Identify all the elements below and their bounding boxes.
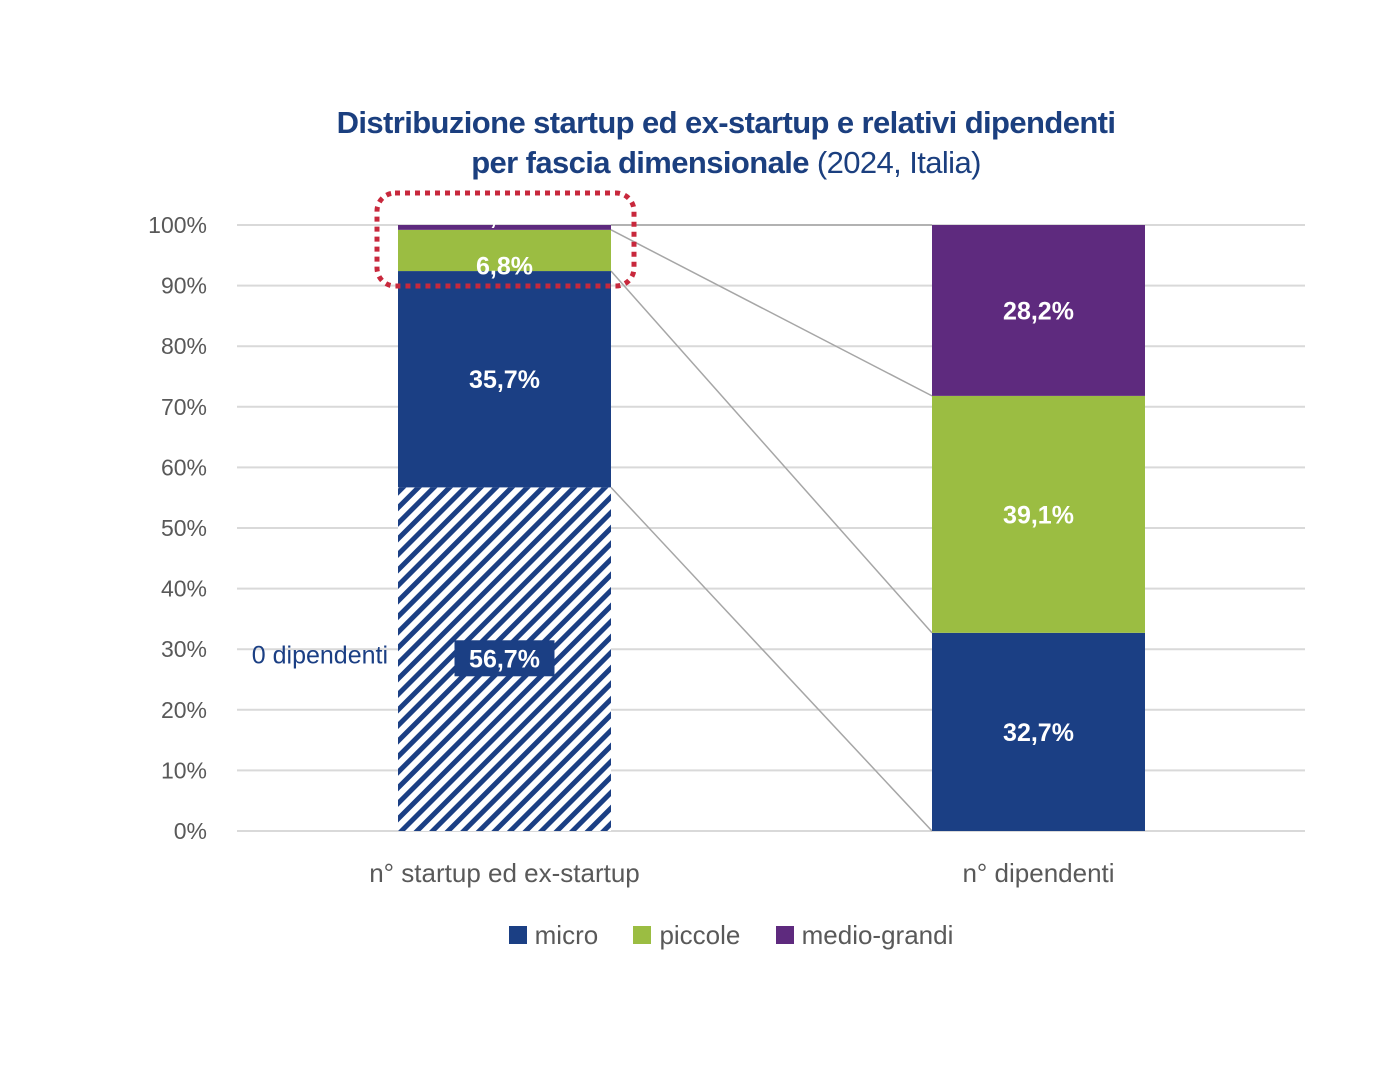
y-tick-label: 20%	[161, 697, 207, 723]
y-tick-label: 100%	[148, 212, 207, 238]
legend-item-medio-grandi[interactable]: medio-grandi	[775, 920, 954, 951]
data-labels: 56,7% 35,7% 32,7% 6,8% 39,1% 0,8% 28,2%	[454, 202, 1074, 747]
y-tick-label: 80%	[161, 333, 207, 359]
x-axis: n° startup ed ex-startup n° dipendenti	[369, 858, 1114, 888]
y-tick-label: 40%	[161, 576, 207, 602]
legend-label: micro	[534, 920, 599, 950]
data-label-zero: 56,7%	[469, 645, 540, 673]
connector-line	[610, 229, 933, 397]
data-label-medio: 0,8%	[476, 202, 533, 230]
bar-segment-medio	[932, 225, 1145, 396]
y-tick-label: 30%	[161, 636, 207, 662]
bars	[398, 225, 1145, 831]
chart-title: Distribuzione startup ed ex-startup e re…	[0, 103, 1378, 183]
legend-label: medio-grandi	[801, 920, 954, 950]
zero-employees-label: 0 dipendenti	[252, 642, 388, 670]
y-tick-label: 60%	[161, 454, 207, 480]
legend-swatch-medio-grandi	[775, 926, 794, 944]
data-label-piccole: 39,1%	[1003, 501, 1074, 529]
connector-lines	[610, 224, 933, 832]
legend-swatch-piccole	[633, 926, 652, 944]
connector-line	[610, 270, 933, 634]
data-label-micro: 32,7%	[1003, 719, 1074, 747]
highlight-dotted-box	[374, 190, 637, 289]
annotations: 0 dipendenti	[252, 190, 637, 670]
title-line-2: per fascia dimensionale (2024, Italia)	[0, 143, 1378, 183]
title-bold: per fascia dimensionale	[471, 145, 809, 180]
data-label-medio: 28,2%	[1003, 297, 1074, 325]
connector-line	[610, 486, 933, 832]
y-tick-label: 0%	[174, 818, 207, 844]
bar-segment-piccole	[398, 229, 611, 272]
bar-segment-piccole	[932, 395, 1145, 633]
data-label-piccole: 6,8%	[476, 253, 533, 281]
legend-item-micro[interactable]: micro	[508, 920, 599, 951]
data-label-background	[454, 640, 555, 677]
bar-segment-micro	[398, 271, 611, 488]
legend-item-piccole[interactable]: piccole	[633, 920, 740, 951]
x-category-label: n° dipendenti	[962, 858, 1114, 888]
bar-segment-medio	[398, 225, 611, 230]
legend-swatch-micro	[508, 926, 527, 944]
data-label-micro: 35,7%	[469, 366, 540, 394]
legend: micro piccole medio-grandi	[0, 920, 1378, 951]
bar-segment-micro	[932, 632, 1145, 831]
y-tick-label: 70%	[161, 394, 207, 420]
y-tick-label: 10%	[161, 757, 207, 783]
y-tick-label: 90%	[161, 273, 207, 299]
y-axis: 0% 10% 20% 30% 40% 50% 60% 70% 80% 90% 100%	[148, 212, 207, 844]
legend-label: piccole	[659, 920, 741, 950]
title-subtitle: (2024, Italia)	[816, 145, 982, 180]
y-tick-label: 50%	[161, 515, 207, 541]
title-line-1: Distribuzione startup ed ex-startup e re…	[336, 105, 1116, 140]
x-category-label: n° startup ed ex-startup	[369, 858, 640, 888]
